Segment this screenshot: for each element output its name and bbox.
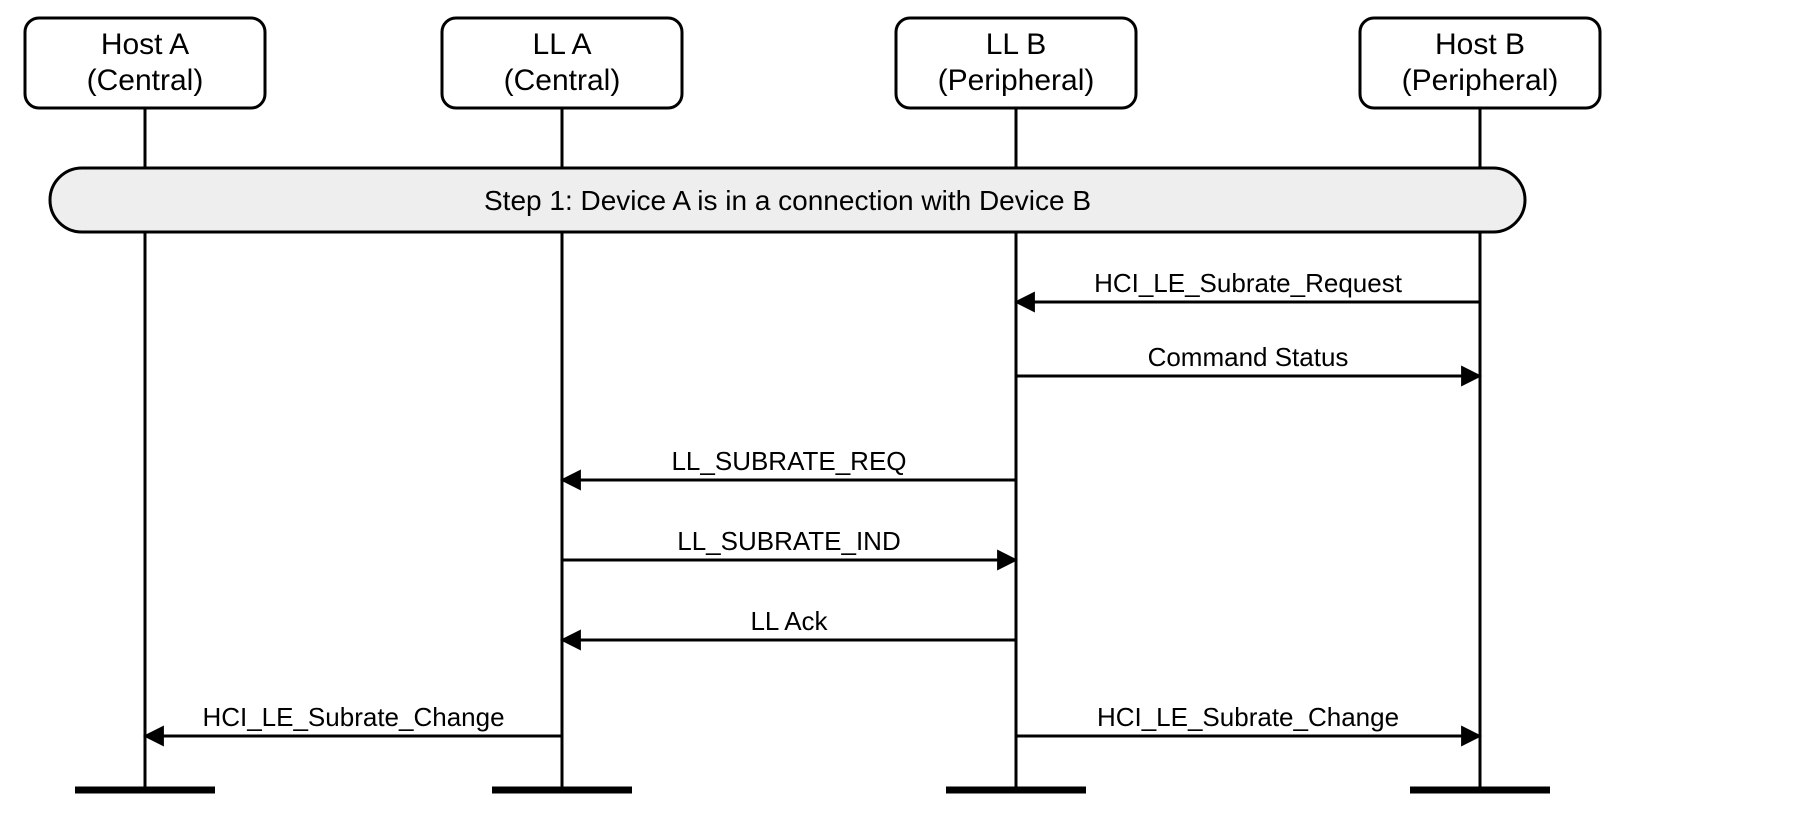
header-subtitle-llA: (Central) — [504, 64, 621, 97]
header-subtitle-llB: (Peripheral) — [938, 64, 1095, 97]
header-subtitle-hostB: (Peripheral) — [1402, 64, 1559, 97]
header-title-hostB: Host B — [1435, 28, 1525, 61]
step-text: Step 1: Device A is in a connection with… — [484, 185, 1091, 216]
sequence-diagram: Host A(Central)LL A(Central)LL B(Periphe… — [0, 0, 1798, 824]
message-label-1: Command Status — [1148, 342, 1349, 372]
header-title-hostA: Host A — [101, 28, 189, 61]
header-title-llA: LL A — [533, 28, 592, 61]
message-label-3: LL_SUBRATE_IND — [677, 526, 901, 556]
message-label-6: HCI_LE_Subrate_Change — [1097, 702, 1399, 732]
header-subtitle-hostA: (Central) — [87, 64, 204, 97]
message-label-4: LL Ack — [750, 606, 828, 636]
header-title-llB: LL B — [986, 28, 1047, 61]
message-label-0: HCI_LE_Subrate_Request — [1094, 268, 1403, 298]
message-label-5: HCI_LE_Subrate_Change — [202, 702, 504, 732]
message-label-2: LL_SUBRATE_REQ — [671, 446, 906, 476]
